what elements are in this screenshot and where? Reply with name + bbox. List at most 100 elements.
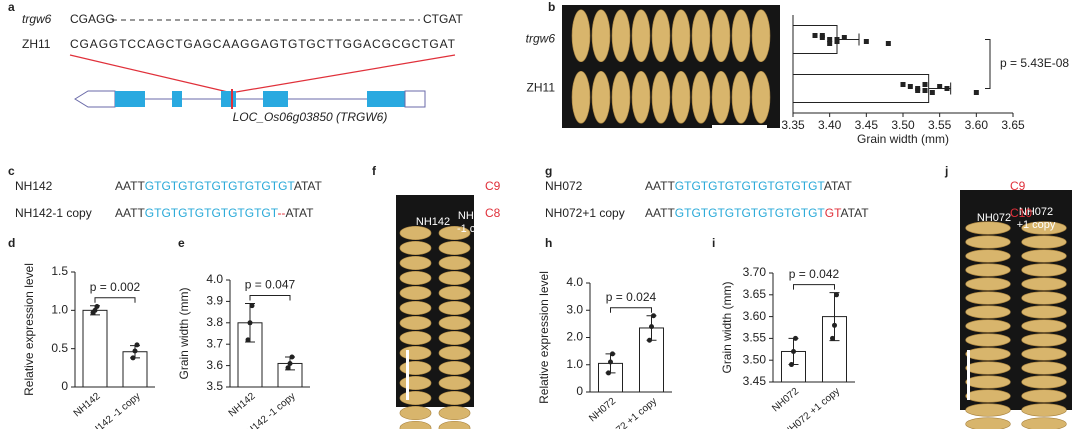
y-tick-label: 2.0 [566,330,583,344]
panel-label: f [372,164,377,178]
point [863,39,869,44]
grain [399,270,432,286]
seq-segment: GTGTGTGTGTGTGTGT [145,206,279,220]
point [832,322,837,328]
bracket [793,284,835,290]
x-tick-label: NH072 [587,396,618,425]
x-tick-label: 3.45 [855,118,879,132]
bracket [985,39,991,89]
grain [399,375,432,391]
point [245,337,251,343]
grain [438,255,471,271]
scale-bar [406,350,409,400]
point [922,88,928,93]
y-tick-label: 4.0 [206,272,223,286]
seq: CGAGGTCCAGCTGAGCAAGGAGTGTGCTTGGACGCGCTGA… [70,37,456,51]
panel-label: g [545,164,552,178]
grain [399,225,432,241]
photos [396,5,1072,429]
seq-segment: GTGTGTGTGTGTGTGTGT [675,206,826,220]
point [132,348,138,354]
allele-tag: C9 [1010,179,1026,193]
photo-label: NH072 [977,212,1011,224]
point [606,370,611,376]
seq-segment: -- [277,206,285,220]
allele-tag: C10 [1010,206,1032,220]
grain [399,300,432,316]
y-axis-label: Grain width (mm) [720,281,734,373]
annotation: p = 0.042 [789,267,840,281]
y-tick-label: 1.0 [566,357,583,371]
grain [1021,375,1067,389]
seq: CTGAT [423,12,463,26]
bar [792,74,930,103]
allele-seq: AATTGTGTGTGTGTGTGTGTGTGTATAT [645,206,869,220]
point [827,41,833,46]
grain [965,277,1011,291]
y-tick-label: 0 [576,384,583,398]
seq-segment: AATT [115,206,145,220]
point [812,33,818,38]
grain [1021,417,1067,429]
x-tick-label: 3.40 [818,118,842,132]
grain [399,330,432,346]
grain [399,240,432,256]
grain [731,70,751,124]
x-tick-label: 3.60 [965,118,989,132]
grain [965,361,1011,375]
grain [399,255,432,271]
x-tick-label: NH142 [72,391,103,420]
point [791,348,796,354]
grain [611,70,631,124]
grain [1021,347,1067,361]
seq: CGAGG [70,12,115,26]
panel-label: e [178,236,185,250]
grain [399,315,432,331]
panel-label: b [548,0,555,14]
grain [438,270,471,286]
photo-label: +1 copy [1017,219,1056,231]
photo-label: NH072 [1019,206,1053,218]
grain [965,333,1011,347]
seq-segment: ATAT [285,206,314,220]
point [789,362,794,368]
grain [438,225,471,241]
grain [1021,389,1067,403]
y-tick-label: 3.9 [206,294,223,308]
grain [571,9,591,63]
annotation: p = 5.43E-08 [1000,56,1069,70]
point [285,365,291,371]
grain [651,9,671,63]
grain [1021,263,1067,277]
grain [438,240,471,256]
point [249,303,255,309]
point [885,41,891,46]
seq-segment: ATAT [824,179,853,193]
grain [438,285,471,301]
allele-name: NH072+1 copy [545,206,625,220]
point [94,304,100,309]
seq-segment: AATT [645,206,675,220]
grain [1021,291,1067,305]
panel-label: h [545,236,552,250]
scale-bar [712,125,767,128]
y-tick-label: 3.45 [743,374,767,388]
grain [438,360,471,376]
bar [82,309,108,388]
grain [631,9,651,63]
grain [691,9,711,63]
grain [751,70,771,124]
point [289,354,295,360]
grain [1021,221,1067,235]
allele-tag: C9 [485,179,501,193]
point [92,307,98,313]
y-tick-label: 3.70 [743,265,767,279]
x-tick-label: 3.35 [781,118,805,132]
point [651,313,656,319]
panel-label: i [712,236,715,250]
grain [711,9,731,63]
grain [965,389,1011,403]
panel-label: a [8,0,15,14]
y-tick-label: 3.5 [206,379,223,393]
